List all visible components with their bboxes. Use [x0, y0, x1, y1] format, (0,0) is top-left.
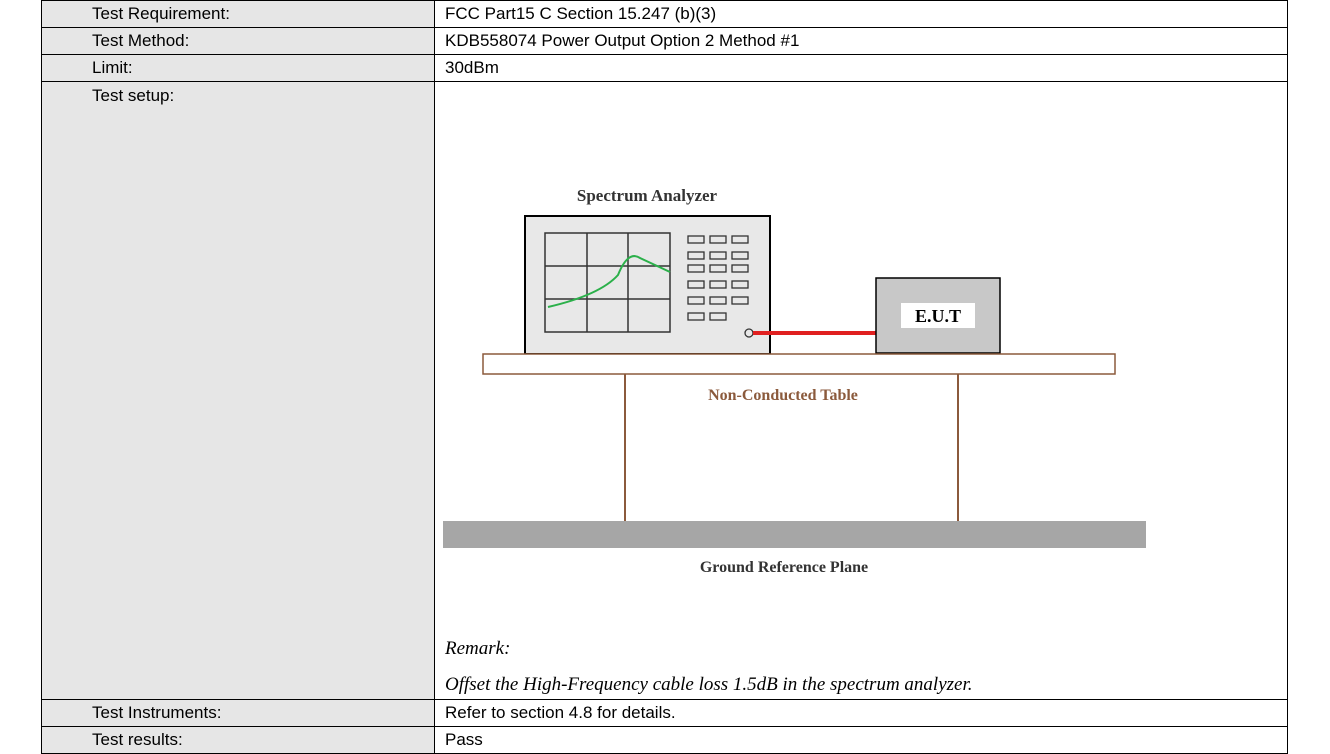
buttons	[687, 235, 754, 338]
analyzer	[524, 215, 771, 355]
label-cell: Test setup:	[41, 81, 435, 700]
remark-title: Remark:	[444, 638, 510, 659]
label-cell: Test Instruments:	[41, 699, 435, 727]
table-top	[482, 353, 1116, 375]
label-cell: Test Method:	[41, 27, 435, 55]
trace	[547, 255, 671, 308]
row: Test Requirement: FCC Part15 C Section 15…	[41, 0, 1288, 28]
row: Limit: 30dBm	[41, 54, 1288, 82]
eut-label: E.U.T	[915, 306, 961, 326]
ground-label: Ground Reference Plane	[700, 559, 868, 576]
ground-plane	[443, 521, 1146, 548]
analyzer-label: Spectrum Analyzer	[577, 186, 718, 205]
table-label: Non-Conducted Table	[708, 387, 858, 404]
remark-text: Offset the High-Frequency cable loss 1.5…	[445, 674, 973, 695]
row: Test setup:	[41, 81, 1288, 700]
value-cell	[434, 81, 1288, 700]
label-cell: Limit:	[41, 54, 435, 82]
label-cell: Test Requirement:	[41, 0, 435, 28]
test-table: Test Requirement: FCC Part15 C Section 15…	[41, 0, 1288, 754]
analyzer-screen	[544, 232, 671, 333]
eut-label-bg	[901, 303, 975, 328]
row: Test Method: KDB558074 Power Output Optio…	[41, 27, 1288, 55]
value-cell: KDB558074 Power Output Option 2 Method #…	[434, 27, 1288, 55]
value-cell: 30dBm	[434, 54, 1288, 82]
